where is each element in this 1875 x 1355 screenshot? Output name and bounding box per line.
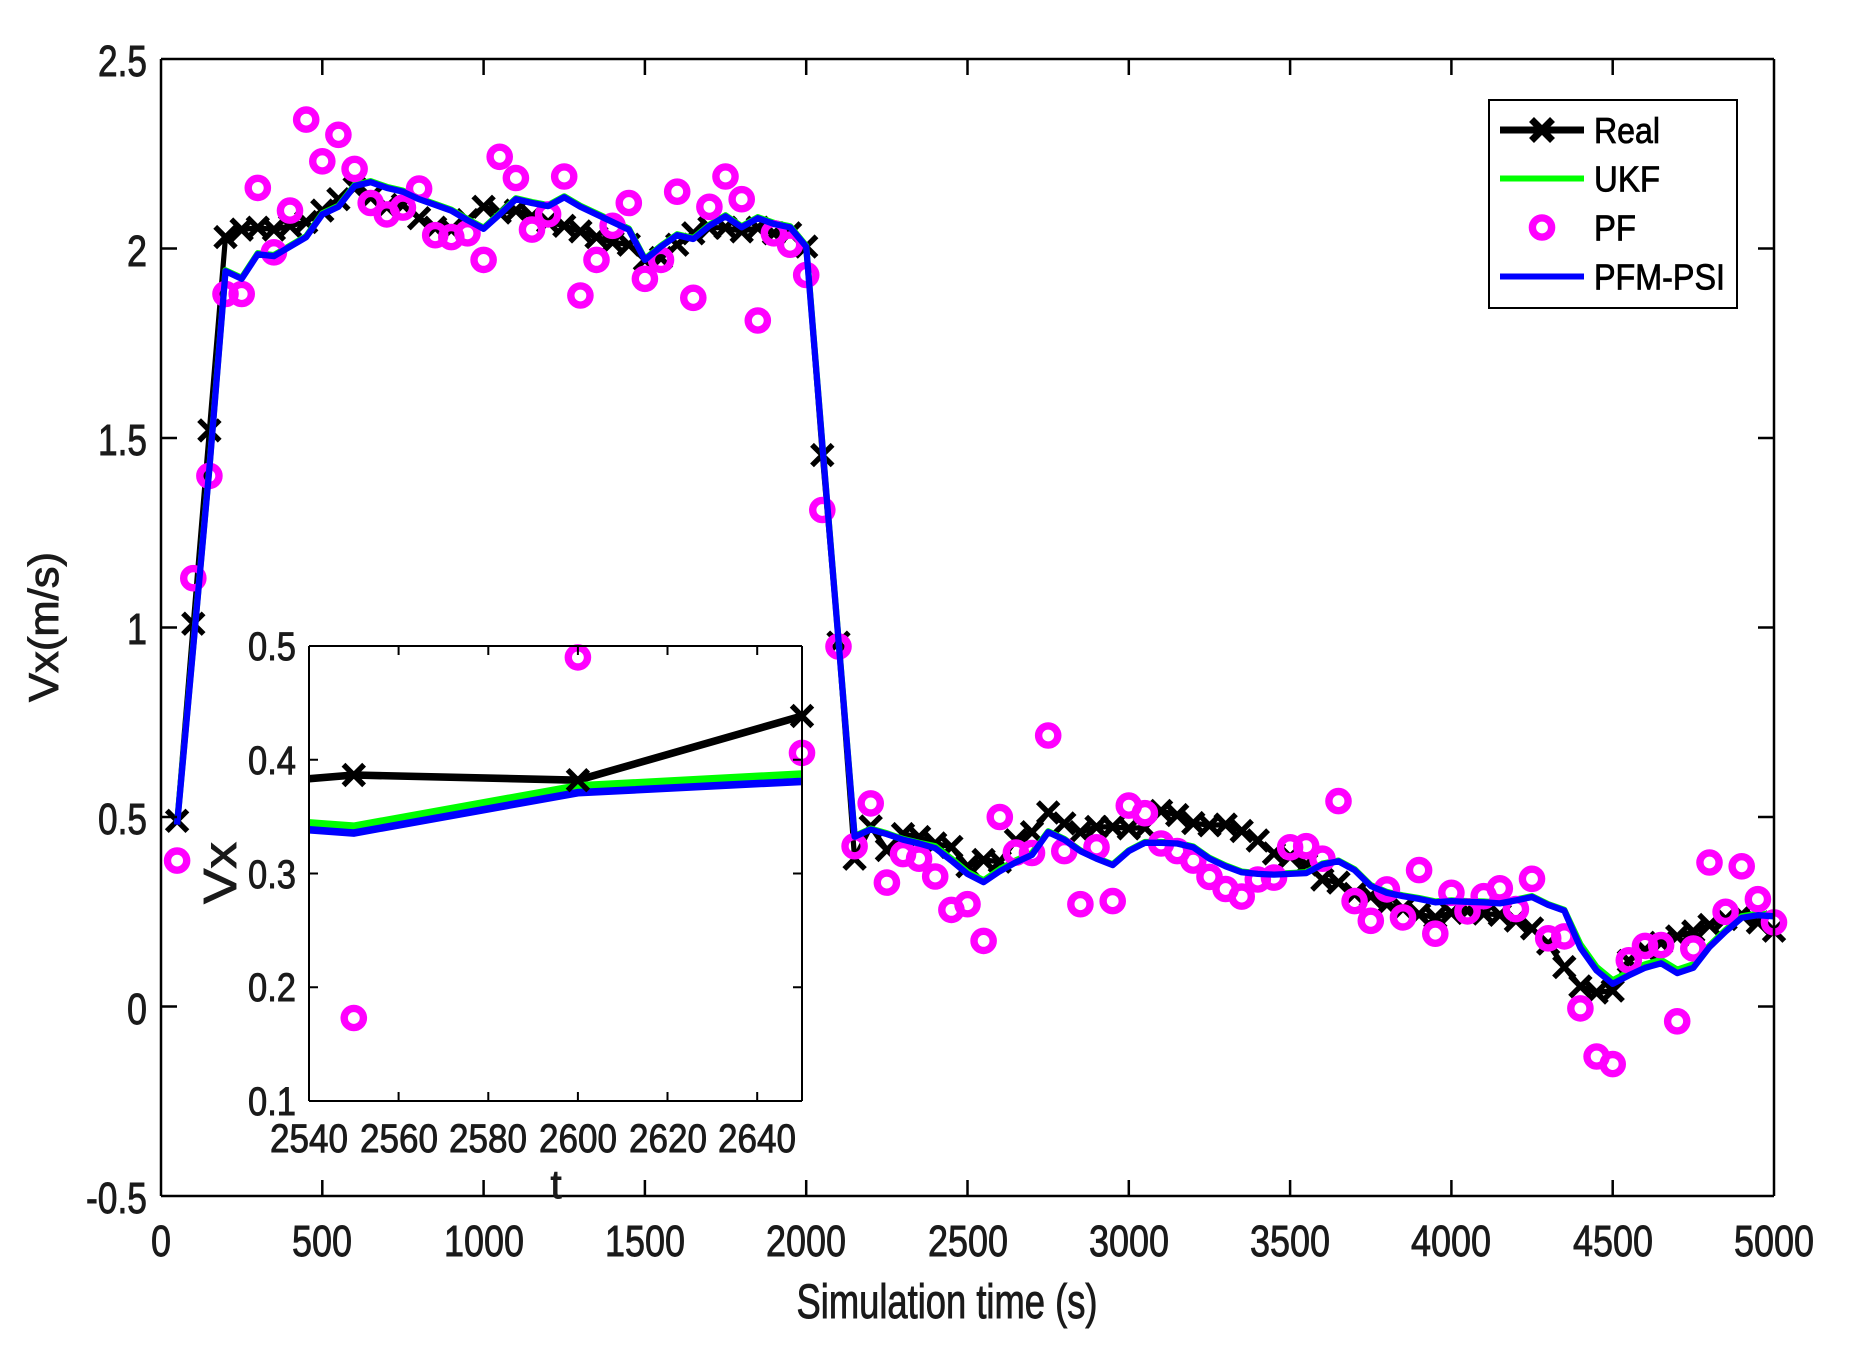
svg-text:0.2: 0.2 bbox=[248, 966, 296, 1010]
svg-text:0: 0 bbox=[127, 985, 147, 1034]
svg-text:0.5: 0.5 bbox=[98, 795, 147, 844]
svg-text:-0.5: -0.5 bbox=[86, 1174, 147, 1223]
svg-text:Real: Real bbox=[1594, 110, 1660, 151]
svg-text:2: 2 bbox=[127, 227, 147, 276]
svg-text:2600: 2600 bbox=[539, 1117, 617, 1161]
svg-text:500: 500 bbox=[292, 1217, 352, 1266]
svg-text:0.1: 0.1 bbox=[248, 1080, 296, 1124]
svg-text:Simulation time (s): Simulation time (s) bbox=[797, 1276, 1098, 1329]
svg-text:3500: 3500 bbox=[1250, 1217, 1330, 1266]
svg-text:0.3: 0.3 bbox=[248, 853, 296, 897]
svg-text:PFM-PSI: PFM-PSI bbox=[1594, 257, 1725, 298]
svg-text:Vx: Vx bbox=[194, 842, 246, 904]
svg-text:4500: 4500 bbox=[1573, 1217, 1653, 1266]
svg-text:2000: 2000 bbox=[766, 1217, 846, 1266]
svg-text:0: 0 bbox=[151, 1217, 171, 1266]
svg-text:4000: 4000 bbox=[1411, 1217, 1491, 1266]
svg-text:3000: 3000 bbox=[1089, 1217, 1169, 1266]
svg-text:t: t bbox=[550, 1163, 561, 1207]
svg-text:2560: 2560 bbox=[360, 1117, 438, 1161]
svg-text:0.4: 0.4 bbox=[248, 739, 296, 783]
svg-text:5000: 5000 bbox=[1734, 1217, 1814, 1266]
svg-text:2640: 2640 bbox=[718, 1117, 796, 1161]
svg-text:2580: 2580 bbox=[449, 1117, 527, 1161]
svg-text:2500: 2500 bbox=[928, 1217, 1008, 1266]
svg-text:0.5: 0.5 bbox=[248, 625, 296, 669]
svg-text:1000: 1000 bbox=[444, 1217, 524, 1266]
svg-text:1.5: 1.5 bbox=[98, 416, 147, 465]
svg-text:2540: 2540 bbox=[270, 1117, 348, 1161]
svg-text:UKF: UKF bbox=[1594, 159, 1660, 200]
svg-text:2.5: 2.5 bbox=[98, 37, 147, 86]
svg-text:Vx(m/s): Vx(m/s) bbox=[20, 552, 67, 702]
svg-text:2620: 2620 bbox=[629, 1117, 707, 1161]
svg-text:PF: PF bbox=[1594, 208, 1636, 249]
svg-text:1500: 1500 bbox=[605, 1217, 685, 1266]
svg-text:1: 1 bbox=[127, 605, 147, 654]
